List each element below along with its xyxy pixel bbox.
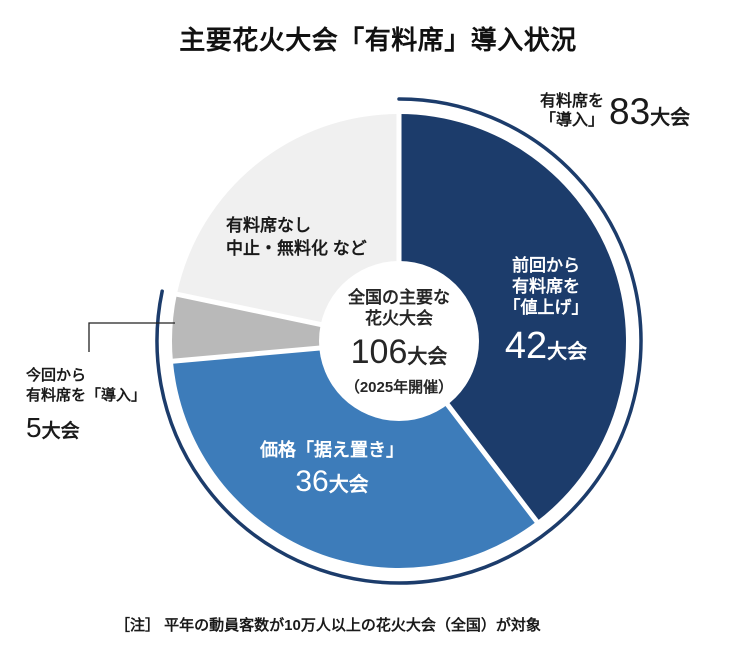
segment-value: 36 xyxy=(295,464,329,498)
footnote: ［注］ 平年の動員客数が10万人以上の花火大会（全国）が対象 xyxy=(115,617,541,634)
center-label-subtitle: （2025年開催） xyxy=(344,378,454,396)
segment-label-line: 価格「据え置き」 xyxy=(260,440,404,460)
outer-emphasis-arc xyxy=(155,97,643,585)
pie-segment-raised-price xyxy=(399,114,626,522)
segment-label-line: 有料席なし xyxy=(226,216,311,235)
segment-unit: 大会 xyxy=(328,473,369,496)
segment-label-newly-introduced: 今回から 有料席を「導入」 5大会 xyxy=(26,366,146,443)
outer-arc-unit: 大会 xyxy=(650,106,691,129)
donut-hole xyxy=(319,261,479,421)
center-total-value: 106 xyxy=(350,332,408,371)
center-label-line: 花火大会 xyxy=(365,309,433,329)
segment-label-no-paid-seats: 有料席なし 中止・無料化 など xyxy=(226,215,367,261)
leader-line xyxy=(88,322,175,352)
segment-unit: 大会 xyxy=(547,340,588,363)
segment-label-line: 有料席を「導入」 xyxy=(26,387,147,405)
segment-value: 5 xyxy=(26,411,42,443)
center-label-line: 全国の主要な xyxy=(348,288,450,307)
segment-label-line: 有料席を xyxy=(512,276,580,296)
outer-arc-label-introduced-total: 有料席を 「導入」 83大会 xyxy=(540,92,690,130)
segment-label-line: 「値上げ」 xyxy=(503,297,589,317)
outer-arc-label-line: 有料席を xyxy=(540,93,605,110)
segment-label-line: 今回から xyxy=(26,367,87,384)
segment-label-raised-price: 前回から 有料席を 「値上げ」 42大会 xyxy=(478,256,614,365)
donut-center-label: 全国の主要な 花火大会 106大会 （2025年開催） xyxy=(289,287,509,397)
outer-arc-label-line: 「導入」 xyxy=(540,112,605,130)
page-title: 主要花火大会「有料席」導入状況 xyxy=(179,25,577,55)
segment-label-kept-price: 価格「据え置き」 36大会 xyxy=(248,440,416,497)
segment-label-line: 中止・無料化 など xyxy=(226,238,367,258)
outer-arc-value: 83 xyxy=(609,90,651,132)
segment-value: 42 xyxy=(504,324,548,367)
segment-unit: 大会 xyxy=(41,420,80,442)
segment-label-line: 前回から xyxy=(512,256,580,275)
center-total-unit: 大会 xyxy=(407,345,448,368)
pie-segment-kept-price xyxy=(172,341,537,568)
